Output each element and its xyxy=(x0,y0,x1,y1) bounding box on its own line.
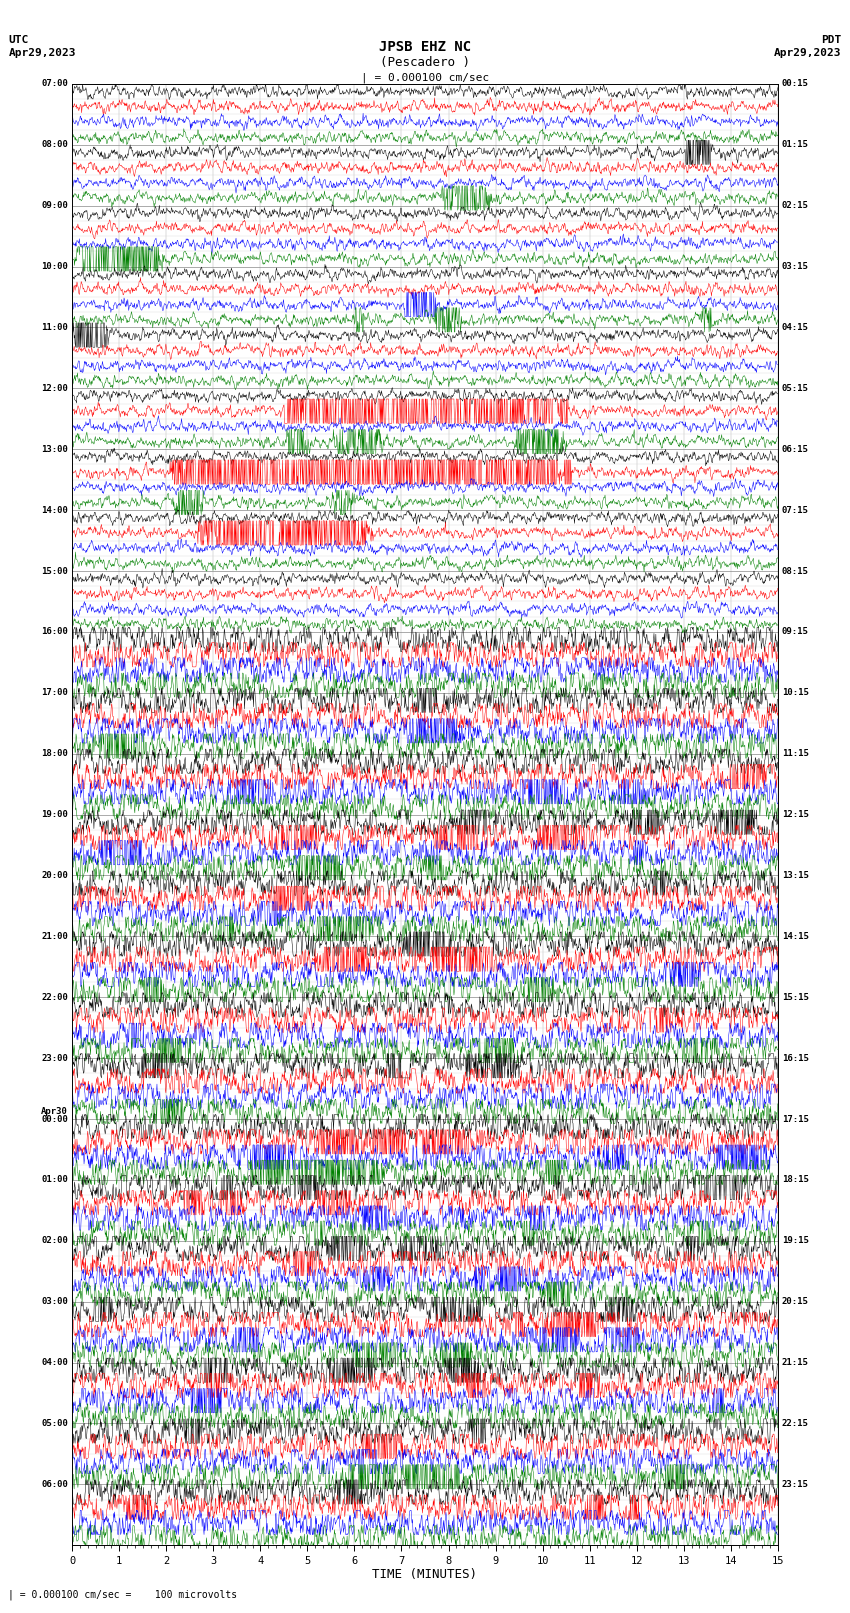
Text: 14:00: 14:00 xyxy=(41,505,68,515)
Text: 16:00: 16:00 xyxy=(41,627,68,637)
Text: JPSB EHZ NC: JPSB EHZ NC xyxy=(379,40,471,55)
Text: 19:00: 19:00 xyxy=(41,810,68,819)
Text: 13:00: 13:00 xyxy=(41,445,68,453)
Text: 06:00: 06:00 xyxy=(41,1479,68,1489)
Text: 17:00: 17:00 xyxy=(41,689,68,697)
Text: 07:00: 07:00 xyxy=(41,79,68,89)
Text: Apr30: Apr30 xyxy=(41,1107,68,1116)
Text: 18:00: 18:00 xyxy=(41,748,68,758)
Text: Apr29,2023: Apr29,2023 xyxy=(8,48,76,58)
Text: 03:15: 03:15 xyxy=(782,261,809,271)
Text: 01:15: 01:15 xyxy=(782,140,809,150)
Text: UTC: UTC xyxy=(8,35,29,45)
Text: 15:15: 15:15 xyxy=(782,992,809,1002)
Text: 16:15: 16:15 xyxy=(782,1053,809,1063)
Text: 15:00: 15:00 xyxy=(41,566,68,576)
Text: | = 0.000100 cm/sec =    100 microvolts: | = 0.000100 cm/sec = 100 microvolts xyxy=(8,1589,238,1600)
Text: 11:00: 11:00 xyxy=(41,323,68,332)
Text: PDT: PDT xyxy=(821,35,842,45)
Text: 07:15: 07:15 xyxy=(782,505,809,515)
Text: 00:00: 00:00 xyxy=(41,1115,68,1124)
Text: 08:15: 08:15 xyxy=(782,566,809,576)
Text: 23:00: 23:00 xyxy=(41,1053,68,1063)
Text: 02:00: 02:00 xyxy=(41,1236,68,1245)
Text: 04:00: 04:00 xyxy=(41,1358,68,1368)
Text: 11:15: 11:15 xyxy=(782,748,809,758)
Text: 05:15: 05:15 xyxy=(782,384,809,394)
Text: 10:00: 10:00 xyxy=(41,261,68,271)
Text: (Pescadero ): (Pescadero ) xyxy=(380,56,470,69)
Text: 22:15: 22:15 xyxy=(782,1419,809,1428)
X-axis label: TIME (MINUTES): TIME (MINUTES) xyxy=(372,1568,478,1581)
Text: | = 0.000100 cm/sec: | = 0.000100 cm/sec xyxy=(361,73,489,84)
Text: 04:15: 04:15 xyxy=(782,323,809,332)
Text: 23:15: 23:15 xyxy=(782,1479,809,1489)
Text: 06:15: 06:15 xyxy=(782,445,809,453)
Text: 12:15: 12:15 xyxy=(782,810,809,819)
Text: 02:15: 02:15 xyxy=(782,202,809,210)
Text: 03:00: 03:00 xyxy=(41,1297,68,1307)
Text: 18:15: 18:15 xyxy=(782,1176,809,1184)
Text: 10:15: 10:15 xyxy=(782,689,809,697)
Text: 21:15: 21:15 xyxy=(782,1358,809,1368)
Text: 13:15: 13:15 xyxy=(782,871,809,881)
Text: 20:00: 20:00 xyxy=(41,871,68,881)
Text: 20:15: 20:15 xyxy=(782,1297,809,1307)
Text: 12:00: 12:00 xyxy=(41,384,68,394)
Text: 09:15: 09:15 xyxy=(782,627,809,637)
Text: 14:15: 14:15 xyxy=(782,932,809,940)
Text: 19:15: 19:15 xyxy=(782,1236,809,1245)
Text: 21:00: 21:00 xyxy=(41,932,68,940)
Text: Apr29,2023: Apr29,2023 xyxy=(774,48,842,58)
Text: 09:00: 09:00 xyxy=(41,202,68,210)
Text: 08:00: 08:00 xyxy=(41,140,68,150)
Text: 05:00: 05:00 xyxy=(41,1419,68,1428)
Text: 00:15: 00:15 xyxy=(782,79,809,89)
Text: 17:15: 17:15 xyxy=(782,1115,809,1124)
Text: 01:00: 01:00 xyxy=(41,1176,68,1184)
Text: 22:00: 22:00 xyxy=(41,992,68,1002)
